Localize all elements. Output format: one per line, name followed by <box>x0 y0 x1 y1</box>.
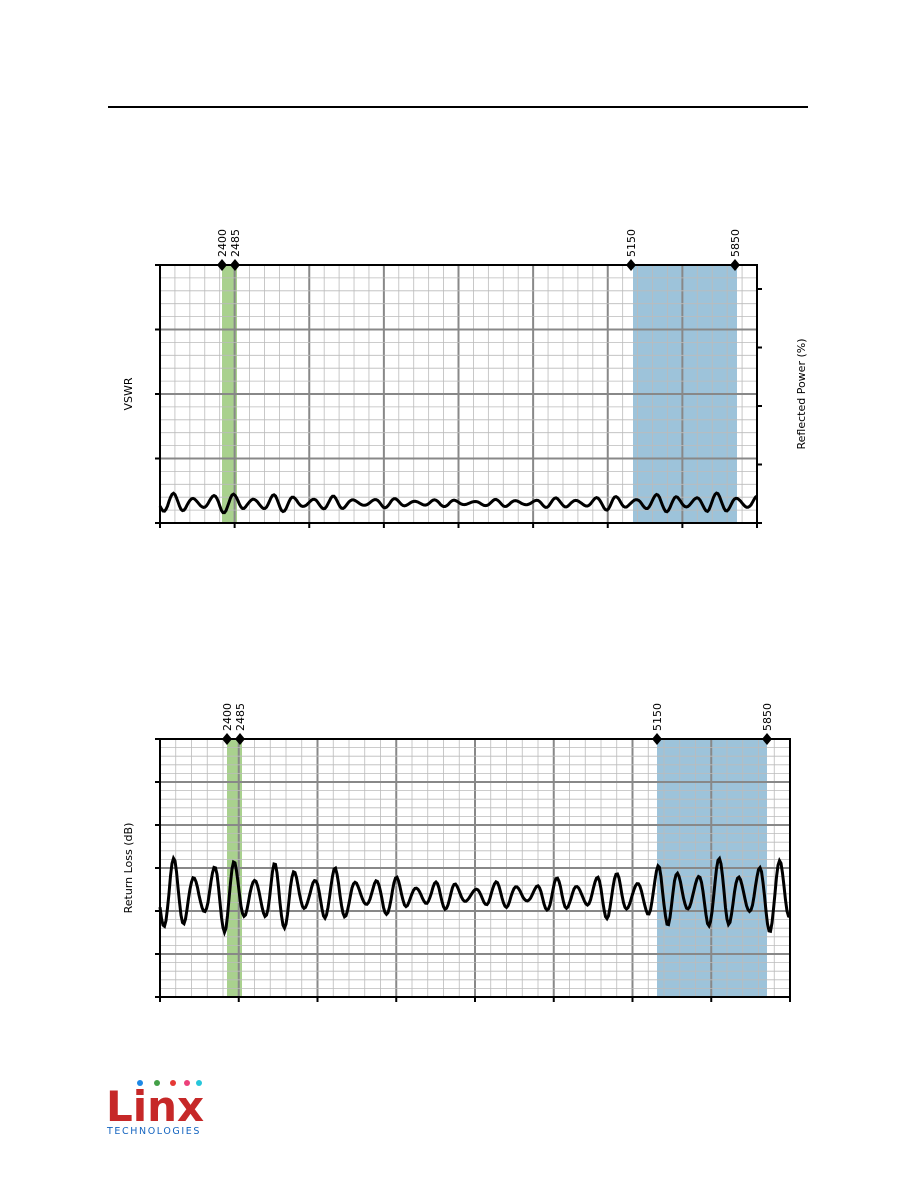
band-marker <box>217 259 227 271</box>
marker-label: 2485 <box>229 229 242 257</box>
logo-name: Linx <box>106 1082 204 1131</box>
logo: Linx TECHNOLOGIES <box>106 1080 204 1137</box>
marker-label: 5850 <box>729 229 742 257</box>
logo-tagline: TECHNOLOGIES <box>106 1126 201 1137</box>
marker-label: 5150 <box>651 703 664 731</box>
band-marker <box>235 733 245 745</box>
marker-label: 2400 <box>221 703 234 731</box>
band-marker <box>222 733 232 745</box>
band-marker <box>230 259 240 271</box>
marker-label: 2400 <box>216 229 229 257</box>
vswr-chart: 2400 2485 5150 5850 VSWR Reflected Power (%) <box>122 229 808 528</box>
band-marker <box>626 259 636 271</box>
marker-label: 2485 <box>234 703 247 731</box>
logo-dot <box>154 1080 160 1086</box>
logo-dot <box>196 1080 202 1086</box>
y-axis-label: Return Loss (dB) <box>122 823 135 914</box>
response-curve <box>158 854 791 937</box>
band-marker <box>730 259 740 271</box>
return-loss-chart: 2400 2485 5150 5850 Return Loss (dB) <box>122 703 791 1002</box>
logo-dot <box>137 1080 143 1086</box>
y2-axis-label: Reflected Power (%) <box>795 338 808 449</box>
y-axis-label: VSWR <box>122 377 135 410</box>
response-curve <box>158 491 758 515</box>
marker-label: 5850 <box>761 703 774 731</box>
logo-dot <box>170 1080 176 1086</box>
marker-label: 5150 <box>625 229 638 257</box>
band-marker <box>762 733 772 745</box>
logo-dot <box>184 1080 190 1086</box>
band-marker <box>652 733 662 745</box>
